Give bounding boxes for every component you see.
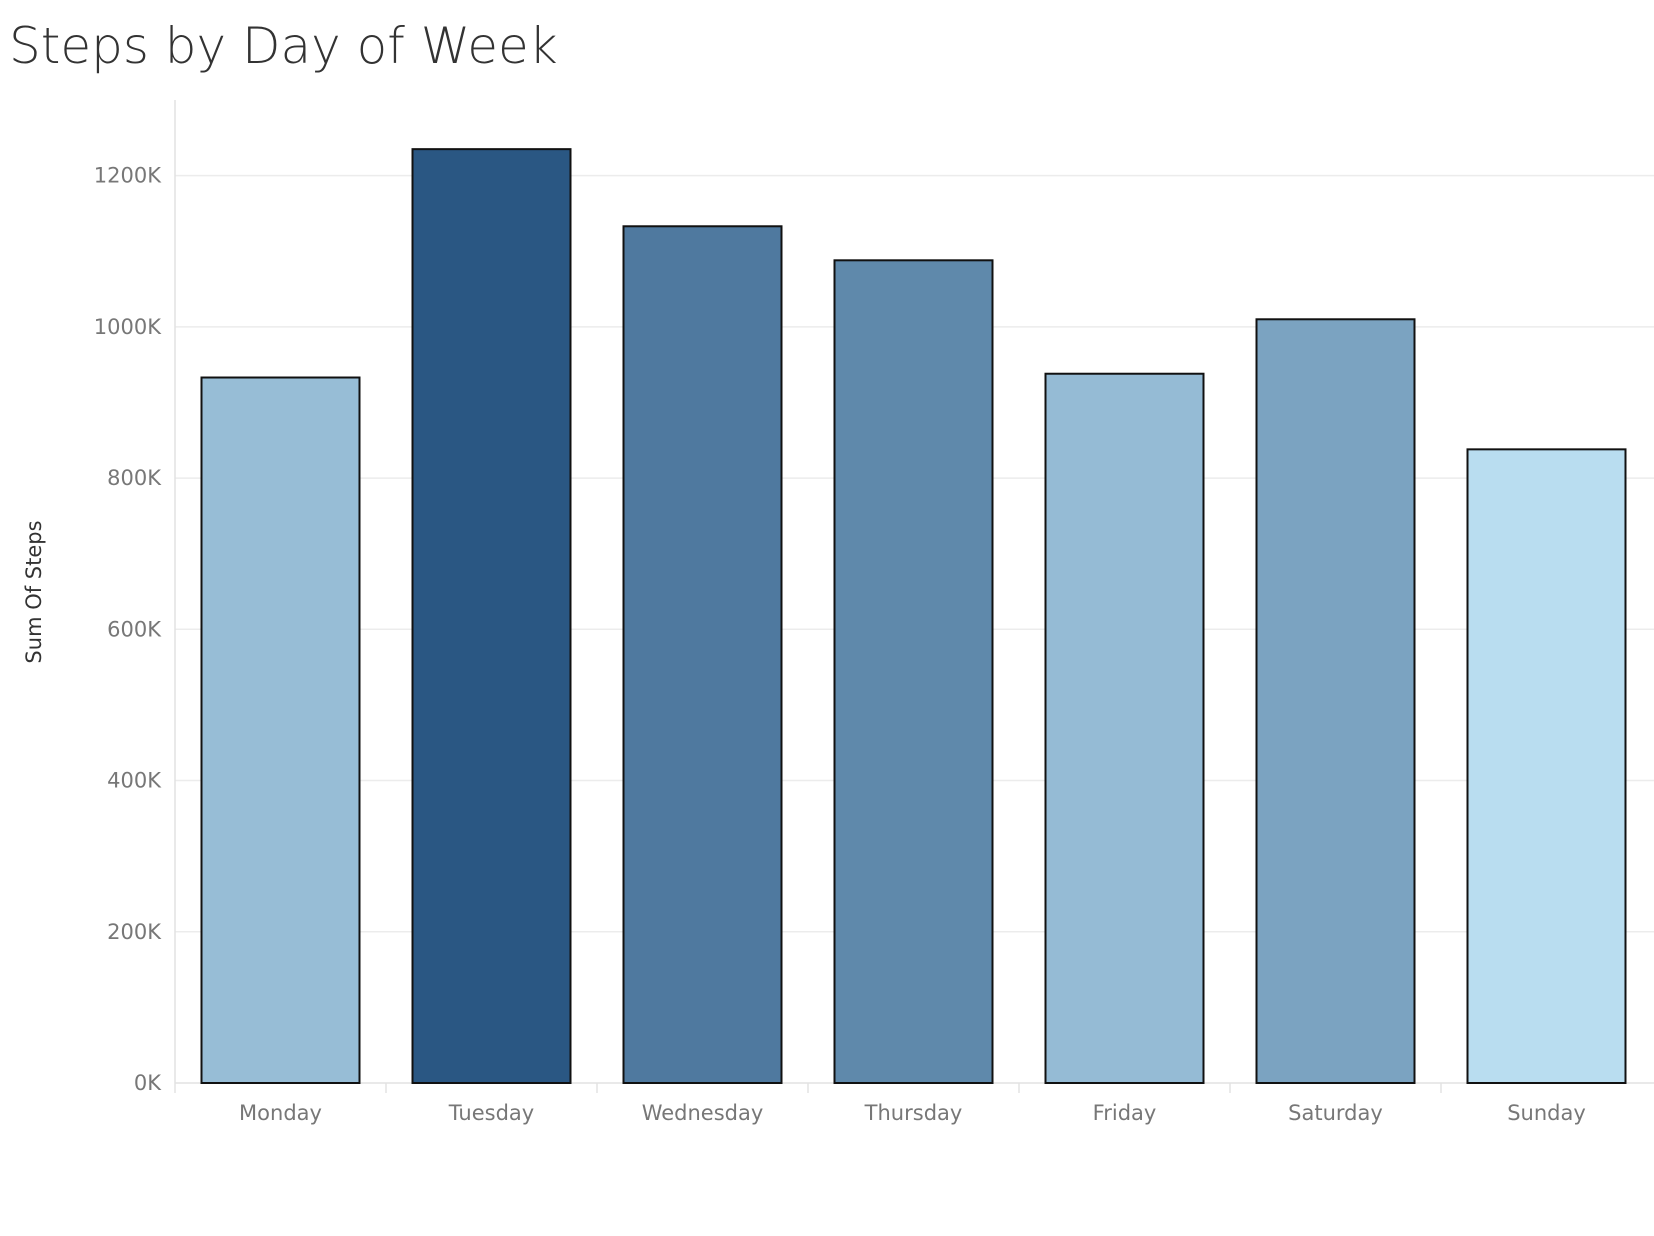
x-tick-label: Friday bbox=[1093, 1101, 1157, 1125]
y-tick-label: 800K bbox=[107, 466, 162, 490]
bar-tuesday[interactable] bbox=[411, 148, 572, 1084]
bar-monday[interactable] bbox=[200, 376, 361, 1084]
y-tick-label: 600K bbox=[107, 617, 162, 641]
y-tick-labels: 0K 200K 400K 600K 800K 1000K 1200K bbox=[94, 164, 162, 1095]
y-tick-label: 1000K bbox=[94, 315, 162, 339]
y-axis-title: Sum Of Steps bbox=[22, 520, 46, 663]
x-tick-labels: Monday Tuesday Wednesday Thursday Friday Satu… bbox=[239, 1101, 1586, 1125]
bar-saturday[interactable] bbox=[1255, 318, 1416, 1084]
bar-wednesday[interactable] bbox=[622, 225, 783, 1084]
x-tick-label: Wednesday bbox=[642, 1101, 764, 1125]
x-tick-label: Monday bbox=[239, 1101, 322, 1125]
bar-sunday[interactable] bbox=[1466, 448, 1627, 1084]
y-tick-label: 1200K bbox=[94, 164, 162, 188]
chart-title: Steps by Day of Week bbox=[9, 17, 558, 75]
x-tick-label: Saturday bbox=[1288, 1101, 1383, 1125]
x-tick-label: Thursday bbox=[864, 1101, 963, 1125]
y-tick-label: 0K bbox=[134, 1071, 162, 1095]
bar-friday[interactable] bbox=[1044, 372, 1205, 1084]
bar-thursday[interactable] bbox=[833, 259, 994, 1084]
x-tick-label: Sunday bbox=[1507, 1101, 1586, 1125]
x-tick-label: Tuesday bbox=[448, 1101, 534, 1125]
bars bbox=[200, 148, 1627, 1084]
y-tick-label: 200K bbox=[107, 920, 162, 944]
y-tick-label: 400K bbox=[107, 769, 162, 793]
